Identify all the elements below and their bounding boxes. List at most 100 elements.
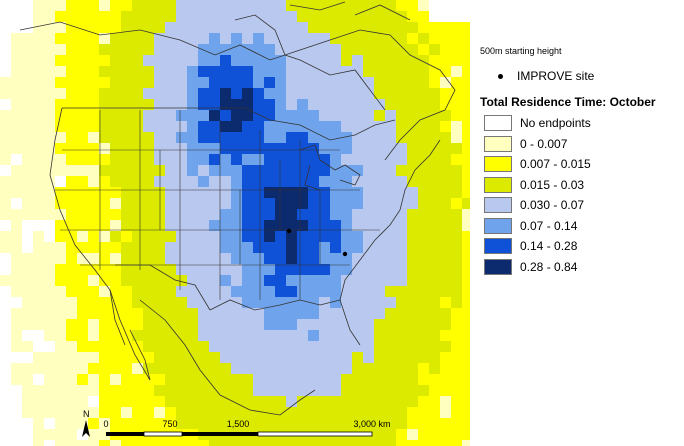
grid-cell xyxy=(440,396,451,407)
grid-cell xyxy=(187,440,198,446)
grid-cell xyxy=(66,253,77,264)
grid-cell xyxy=(385,396,396,407)
grid-cell xyxy=(429,253,440,264)
grid-cell xyxy=(88,187,99,198)
grid-cell xyxy=(198,330,209,341)
grid-cell xyxy=(352,242,363,253)
grid-cell xyxy=(341,407,352,418)
grid-cell xyxy=(22,99,33,110)
grid-cell xyxy=(165,396,176,407)
grid-cell xyxy=(253,55,264,66)
grid-cell xyxy=(352,209,363,220)
grid-cell xyxy=(176,341,187,352)
grid-cell xyxy=(440,319,451,330)
grid-cell xyxy=(429,176,440,187)
grid-cell xyxy=(253,176,264,187)
grid-cell xyxy=(462,242,470,253)
grid-cell xyxy=(187,77,198,88)
grid-cell xyxy=(110,77,121,88)
grid-cell xyxy=(286,220,297,231)
grid-cell xyxy=(407,429,418,440)
grid-cell xyxy=(418,407,429,418)
grid-cell xyxy=(418,286,429,297)
grid-cell xyxy=(154,198,165,209)
grid-cell xyxy=(44,110,55,121)
grid-cell xyxy=(66,264,77,275)
grid-cell xyxy=(374,429,385,440)
grid-cell xyxy=(132,198,143,209)
grid-cell xyxy=(451,176,462,187)
grid-cell xyxy=(66,44,77,55)
grid-cell xyxy=(462,253,470,264)
grid-cell xyxy=(209,385,220,396)
grid-cell xyxy=(429,132,440,143)
grid-cell xyxy=(121,11,132,22)
grid-cell xyxy=(44,143,55,154)
grid-cell xyxy=(99,275,110,286)
grid-cell xyxy=(220,275,231,286)
grid-cell xyxy=(264,231,275,242)
grid-cell xyxy=(341,55,352,66)
grid-cell xyxy=(198,11,209,22)
grid-cell xyxy=(143,121,154,132)
grid-cell xyxy=(330,396,341,407)
grid-cell xyxy=(440,176,451,187)
grid-cell xyxy=(165,440,176,446)
grid-cell xyxy=(374,220,385,231)
grid-cell xyxy=(220,44,231,55)
grid-cell xyxy=(187,33,198,44)
grid-cell xyxy=(275,132,286,143)
grid-cell xyxy=(286,275,297,286)
grid-cell xyxy=(77,187,88,198)
grid-cell xyxy=(253,121,264,132)
grid-cell xyxy=(77,297,88,308)
grid-cell xyxy=(77,154,88,165)
grid-cell xyxy=(99,143,110,154)
grid-cell xyxy=(77,121,88,132)
grid-cell xyxy=(55,99,66,110)
grid-cell xyxy=(429,319,440,330)
grid-cell xyxy=(253,341,264,352)
grid-cell xyxy=(220,0,231,11)
grid-cell xyxy=(319,242,330,253)
grid-cell xyxy=(396,253,407,264)
grid-cell xyxy=(297,110,308,121)
grid-cell xyxy=(308,253,319,264)
grid-cell xyxy=(231,187,242,198)
grid-cell xyxy=(176,418,187,429)
grid-cell xyxy=(231,385,242,396)
grid-cell xyxy=(363,198,374,209)
grid-cell xyxy=(451,99,462,110)
grid-cell xyxy=(143,363,154,374)
grid-cell xyxy=(121,385,132,396)
grid-cell xyxy=(66,187,77,198)
grid-cell xyxy=(33,143,44,154)
grid-cell xyxy=(341,143,352,154)
grid-cell xyxy=(319,0,330,11)
grid-cell xyxy=(451,385,462,396)
grid-cell xyxy=(385,275,396,286)
grid-cell xyxy=(440,418,451,429)
grid-cell xyxy=(55,297,66,308)
grid-cell xyxy=(319,209,330,220)
grid-cell xyxy=(55,66,66,77)
grid-cell xyxy=(264,220,275,231)
grid-cell xyxy=(66,77,77,88)
grid-cell xyxy=(220,33,231,44)
grid-cell xyxy=(110,110,121,121)
grid-cell xyxy=(330,77,341,88)
grid-cell xyxy=(55,55,66,66)
grid-cell xyxy=(297,242,308,253)
grid-cell xyxy=(407,352,418,363)
grid-cell xyxy=(264,242,275,253)
grid-cell xyxy=(440,198,451,209)
grid-cell xyxy=(55,330,66,341)
grid-cell xyxy=(44,242,55,253)
grid-cell xyxy=(462,418,470,429)
grid-cell xyxy=(319,220,330,231)
grid-cell xyxy=(55,429,66,440)
grid-cell xyxy=(275,121,286,132)
grid-cell xyxy=(33,264,44,275)
grid-cell xyxy=(154,440,165,446)
grid-cell xyxy=(220,220,231,231)
